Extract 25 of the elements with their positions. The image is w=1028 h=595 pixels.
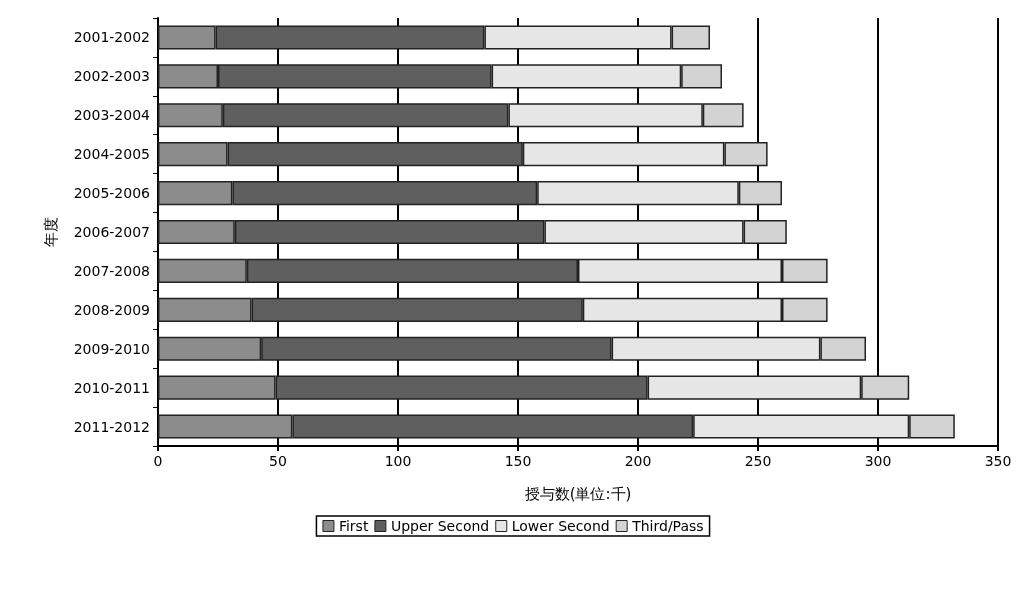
x-tick-label: 300 <box>864 453 892 469</box>
x-tick-label: 150 <box>504 453 532 469</box>
y-tick-label: 2002-2003 <box>73 68 150 85</box>
y-tick-label: 2003-2004 <box>73 107 151 124</box>
y-axis-title: 年度 <box>41 217 60 247</box>
legend-label: Upper Second <box>390 518 490 534</box>
x-tick-label: 100 <box>384 453 412 469</box>
x-tick-label: 50 <box>269 453 287 469</box>
legend-label: Lower Second <box>511 518 610 534</box>
x-tick-label: 200 <box>624 453 652 469</box>
y-tick-label: 2009-2010 <box>73 340 150 357</box>
x-tick-label: 250 <box>744 453 772 469</box>
legend-label: Third/Pass <box>631 518 704 534</box>
x-tick-label: 0 <box>153 453 163 469</box>
y-tick-label: 2006-2007 <box>73 224 150 240</box>
y-tick-label: 2010-2011 <box>73 379 150 396</box>
y-tick-label: 2001-2002 <box>73 29 150 46</box>
legend-label: First <box>338 518 369 534</box>
x-axis-title: 授与数(単位:千) <box>524 484 632 503</box>
y-tick-label: 2005-2006 <box>73 185 151 202</box>
y-tick-label: 2007-2008 <box>73 262 150 279</box>
y-tick-label: 2004-2005 <box>73 146 150 163</box>
y-tick-label: 2011-2012 <box>73 418 150 435</box>
x-tick-label: 350 <box>984 453 1012 469</box>
y-tick-label: 2008-2009 <box>73 301 150 318</box>
